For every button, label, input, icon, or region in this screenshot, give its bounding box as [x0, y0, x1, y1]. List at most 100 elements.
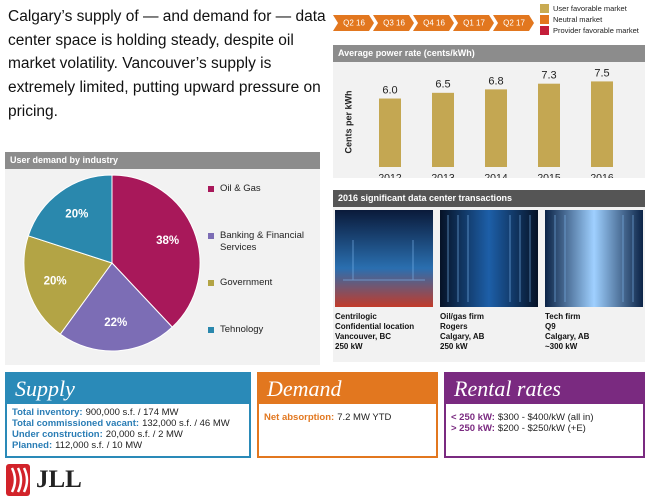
- bar: [379, 98, 401, 167]
- timeline-step: [413, 15, 454, 31]
- rental-title: Rental rates: [446, 374, 643, 404]
- legend-entry: Tehnology: [208, 324, 316, 336]
- value-label: 7.5: [594, 67, 609, 79]
- row-label: Planned:: [12, 440, 53, 451]
- pie-slice: [111, 174, 201, 328]
- row-label: Total inventory:: [12, 407, 83, 418]
- timeline-step: [373, 15, 414, 31]
- row-value: 20,000 s.f. / 2 MW: [105, 429, 183, 440]
- row-value: $200 - $250/kW (+E): [497, 423, 586, 434]
- market-legend: User favorable market Neutral market Provi…: [540, 3, 648, 36]
- value-label: 6.5: [435, 79, 450, 91]
- caption-line: Oil/gas firm: [440, 312, 485, 321]
- info-row: Total inventory: 900,000 s.f. / 174 MW: [7, 407, 249, 418]
- logo-text: JLL: [36, 466, 82, 493]
- photo: [335, 210, 433, 307]
- legend-label: Neutral market: [553, 15, 603, 24]
- logo-mark: [6, 464, 30, 496]
- legend-entry: Government: [208, 277, 316, 289]
- info-row: Net absorption: 7.2 MW YTD: [259, 412, 436, 423]
- legend-label: Banking & Financial Services: [220, 230, 304, 253]
- caption-line: 250 kW: [440, 342, 468, 351]
- rack-lines: [343, 215, 634, 302]
- legend-entry: Neutral market: [540, 14, 648, 25]
- bar-title: Average power rate (cents/kWh): [333, 45, 645, 62]
- bar: [538, 83, 560, 167]
- legend-label: Tehnology: [220, 324, 264, 335]
- legend-swatch: [208, 327, 214, 333]
- bar-panel: Average power rate (cents/kWh) Cents per…: [333, 45, 645, 184]
- bar: [591, 81, 613, 167]
- row-label: Total commissioned vacant:: [12, 418, 140, 429]
- y-axis-label: Cents per kWh: [343, 90, 353, 153]
- bar-chart: Cents per kWh 6.0 2012 6.5 2013 6.8 2014 7.3 201…: [343, 67, 614, 183]
- legend-swatch: [540, 26, 549, 35]
- x-tick-label: 2016: [590, 172, 614, 178]
- legend-swatch: [208, 280, 214, 286]
- legend-swatch: [208, 186, 214, 192]
- x-tick-label: 2012: [378, 172, 402, 178]
- value-label: 22%: [104, 317, 127, 329]
- value-label: 6.8: [488, 75, 503, 87]
- timeline-label: Q2 17: [503, 19, 525, 28]
- row-label: Under construction:: [12, 429, 103, 440]
- caption-line: Centrilogic: [335, 312, 377, 321]
- headline: Calgary’s supply of — and demand for — d…: [8, 8, 326, 120]
- demand-title: Demand: [259, 374, 436, 404]
- x-tick-label: 2013: [431, 172, 455, 178]
- caption-line: Q9: [545, 322, 556, 331]
- caption-line: Vancouver, BC: [335, 332, 392, 341]
- x-tick-label: 2014: [484, 172, 508, 178]
- legend-swatch: [540, 15, 549, 24]
- pie-legend: Oil & Gas Banking & Financial Services Gov…: [208, 169, 320, 365]
- pie-slice: [27, 174, 113, 264]
- caption-line: Confidential location: [335, 322, 415, 331]
- legend-label: User favorable market: [553, 4, 627, 13]
- legend-swatch: [540, 4, 549, 13]
- row-value: 7.2 MW YTD: [337, 412, 392, 423]
- caption-line: Tech firm: [545, 312, 581, 321]
- supply-box: Supply Total inventory: 900,000 s.f. / 17…: [5, 372, 251, 458]
- legend-entry: Banking & Financial Services: [208, 230, 316, 254]
- caption: Centrilogic Confidential location Vancouve…: [335, 312, 433, 352]
- caption-line: 250 kW: [335, 342, 363, 351]
- timeline-step: [453, 15, 494, 31]
- row-value: 112,000 s.f. / 10 MW: [55, 440, 143, 451]
- caption-line: Rogers: [440, 322, 468, 331]
- timeline-label: Q2 16: [343, 19, 365, 28]
- timeline-step: [333, 15, 374, 31]
- value-label: 20%: [44, 276, 67, 288]
- row-label: > 250 kW:: [451, 423, 495, 434]
- pie-title: User demand by industry: [5, 152, 320, 169]
- supply-rows: Total inventory: 900,000 s.f. / 174 MW Tot…: [7, 404, 249, 451]
- pie-slice: [23, 235, 113, 335]
- timeline-step: [493, 15, 534, 31]
- pie-panel: User demand by industry 38% 22% 20% 20% Oil…: [5, 152, 320, 365]
- value-label: 20%: [65, 209, 88, 221]
- value-label: 38%: [156, 235, 179, 247]
- legend-label: Government: [220, 277, 273, 288]
- timeline-label: Q1 17: [463, 19, 485, 28]
- photo: [440, 210, 538, 307]
- legend-entry: User favorable market: [540, 3, 648, 14]
- bar: [485, 89, 507, 167]
- photo: [545, 210, 643, 307]
- timeline-label: Q4 16: [423, 19, 445, 28]
- caption-line: Calgary, AB: [545, 332, 590, 341]
- demand-rows: Net absorption: 7.2 MW YTD: [259, 404, 436, 423]
- info-row: < 250 kW: $300 - $400/kW (all in): [446, 412, 643, 423]
- info-row: Under construction: 20,000 s.f. / 2 MW: [7, 429, 249, 440]
- legend-entry: Provider favorable market: [540, 25, 648, 36]
- bar: [432, 92, 454, 167]
- info-row: Planned: 112,000 s.f. / 10 MW: [7, 440, 249, 451]
- value-label: 6.0: [382, 84, 397, 96]
- pie-chart: 38% 22% 20% 20%: [23, 174, 201, 352]
- row-value: 132,000 s.f. / 46 MW: [142, 418, 230, 429]
- row-label: < 250 kW:: [451, 412, 495, 423]
- legend-label: Provider favorable market: [553, 26, 639, 35]
- pie-slice: [59, 262, 173, 352]
- info-row: > 250 kW: $200 - $250/kW (+E): [446, 423, 643, 434]
- value-label: 7.3: [541, 70, 556, 82]
- transactions-panel: 2016 significant data center transaction…: [333, 190, 645, 362]
